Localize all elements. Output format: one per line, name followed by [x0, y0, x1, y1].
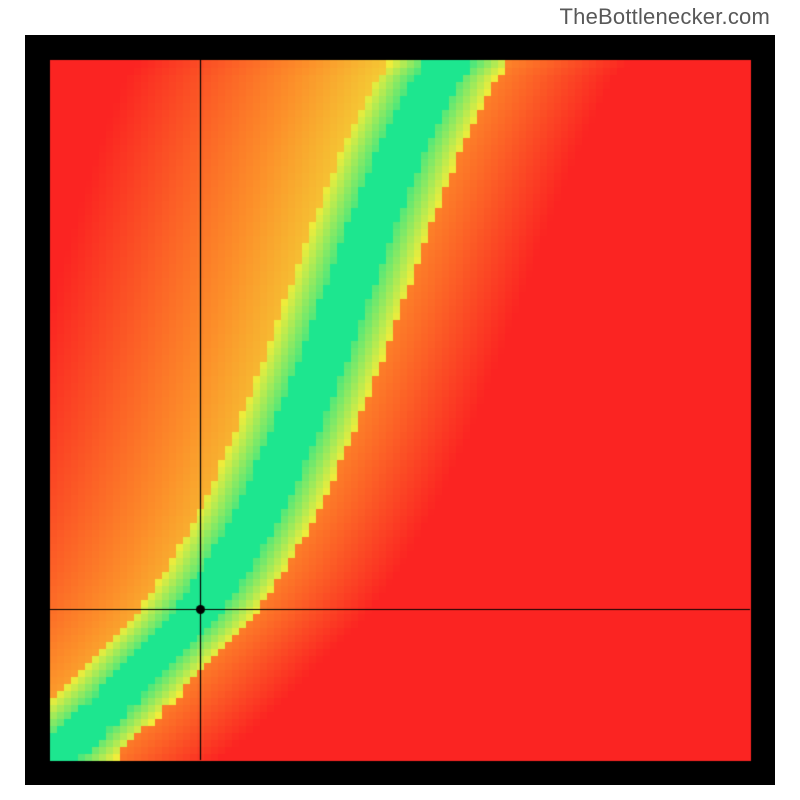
attribution-text: TheBottlenecker.com — [560, 4, 770, 30]
plot-frame — [25, 35, 775, 785]
chart-container: TheBottlenecker.com — [0, 0, 800, 800]
heatmap-canvas — [25, 35, 775, 785]
